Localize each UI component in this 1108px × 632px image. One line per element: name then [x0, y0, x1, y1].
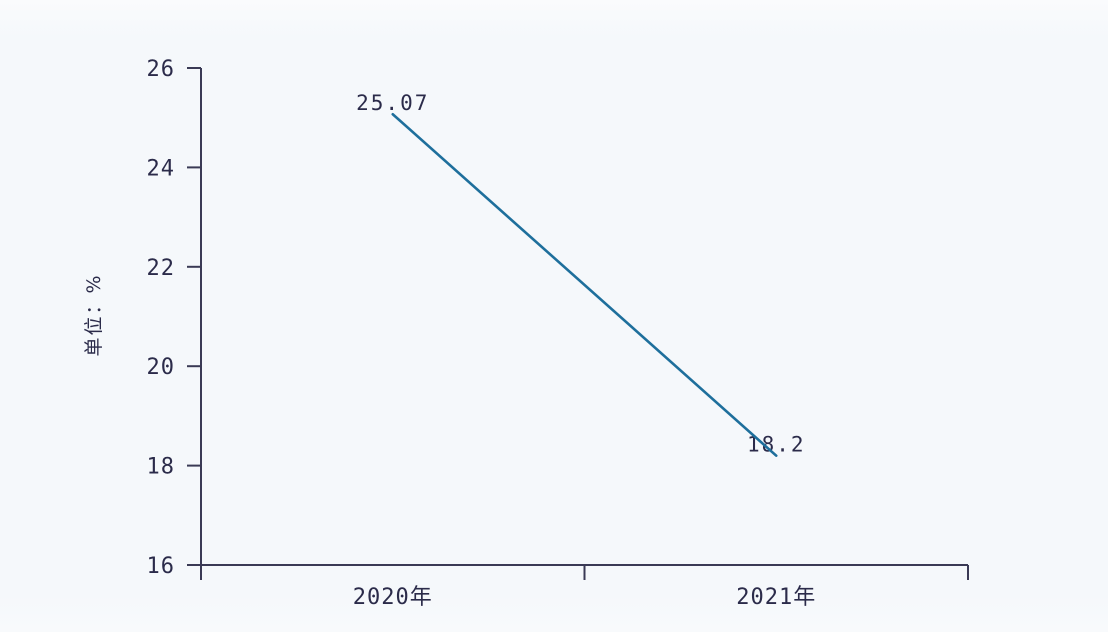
y-axis-title: 单位：% [83, 273, 105, 356]
y-tick-label: 18 [147, 455, 176, 480]
y-tick-label: 20 [147, 355, 176, 380]
x-tick-label: 2020年 [353, 585, 433, 610]
y-tick-label: 16 [147, 554, 176, 579]
x-tick-label: 2021年 [736, 585, 816, 610]
y-tick-label: 22 [147, 256, 176, 281]
y-tick-label: 24 [147, 156, 176, 181]
data-point-label: 25.07 [356, 91, 429, 115]
data-line [391, 112, 778, 457]
y-tick-label: 26 [147, 57, 176, 82]
